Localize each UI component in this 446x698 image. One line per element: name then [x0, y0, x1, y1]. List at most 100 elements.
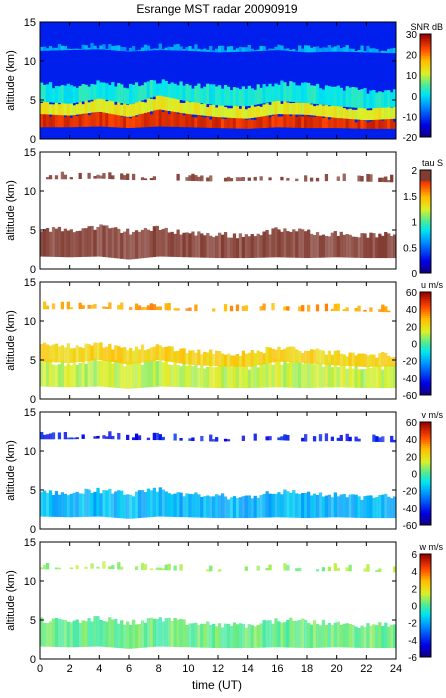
heatmap-cell: [203, 496, 207, 518]
heatmap-cell: [262, 361, 266, 388]
heatmap-cell: [315, 494, 320, 518]
heatmap-cell: [155, 344, 159, 361]
heatmap-cell: [304, 231, 308, 259]
heatmap-cell: [312, 349, 317, 364]
heatmap-cell: [134, 360, 139, 389]
colorbar-swatch: [420, 236, 431, 240]
heatmap-cell: [87, 102, 91, 114]
heatmap-cell: [63, 365, 67, 388]
heatmap-cell: [42, 359, 47, 387]
heatmap-cell: [250, 48, 254, 52]
heatmap-cell: [369, 110, 373, 121]
heatmap-cell: [117, 490, 121, 519]
heatmap-cell: [203, 86, 207, 104]
heatmap-cell: [348, 436, 352, 442]
heatmap-cell: [232, 496, 237, 519]
y-tick-label: 10: [24, 446, 36, 458]
colorbar-swatch: [420, 622, 431, 626]
heatmap-cell: [203, 623, 207, 648]
heatmap-cell: [93, 303, 97, 309]
heatmap-cell: [286, 178, 290, 181]
heatmap-cell: [99, 175, 103, 179]
colorbar-swatch: [420, 264, 431, 268]
colorbar-swatch: [420, 74, 431, 78]
colorbar-swatch: [420, 83, 431, 86]
heatmap-cell: [120, 302, 124, 310]
colorbar-swatch: [420, 174, 431, 177]
heatmap-cell: [295, 349, 299, 363]
heatmap-cell: [268, 104, 272, 116]
colorbar-swatch: [420, 81, 431, 84]
colorbar-swatch: [420, 522, 431, 526]
heatmap-cell: [140, 47, 145, 51]
heatmap-cell: [48, 359, 53, 387]
heatmap-cell: [182, 232, 186, 258]
colorbar-swatch: [420, 334, 431, 338]
heatmap-cell: [229, 625, 234, 649]
heatmap-cell: [137, 490, 142, 519]
heatmap-cell: [366, 122, 370, 129]
heatmap-cell: [54, 365, 59, 387]
colorbar-swatch: [420, 66, 431, 69]
heatmap-cell: [212, 353, 216, 367]
heatmap-cell: [140, 101, 145, 114]
heatmap-cell: [351, 109, 355, 120]
heatmap-cell: [283, 359, 287, 388]
heatmap-cell: [40, 431, 44, 440]
heatmap-cell: [146, 305, 151, 311]
heatmap-cell: [318, 349, 323, 365]
heatmap-cell: [345, 356, 349, 367]
colorbar-swatch: [420, 652, 431, 656]
colorbar-swatch: [420, 221, 431, 225]
heatmap-cell: [108, 302, 112, 310]
heatmap-cell: [105, 101, 109, 114]
heatmap-cell: [298, 306, 302, 312]
heatmap-cell: [206, 83, 210, 105]
heatmap-cell: [256, 49, 260, 52]
heatmap-cell: [375, 357, 379, 367]
y-axis-title: altitude (km): [5, 180, 17, 241]
colorbar-swatch: [420, 176, 431, 180]
colorbar-swatch: [420, 501, 431, 505]
heatmap-cell: [357, 106, 361, 120]
heatmap-cell: [223, 438, 228, 442]
heatmap-cell: [105, 306, 109, 309]
heatmap-cell: [60, 360, 65, 388]
heatmap-cell: [69, 437, 73, 440]
heatmap-cell: [324, 354, 329, 365]
heatmap-cell: [262, 84, 266, 104]
heatmap-cell: [283, 306, 287, 311]
heatmap-cell: [384, 353, 388, 367]
heatmap-cell: [51, 618, 56, 647]
heatmap-cell: [274, 83, 278, 102]
heatmap-cell: [372, 434, 376, 442]
heatmap-cell: [75, 491, 79, 518]
heatmap-cell: [182, 49, 186, 51]
heatmap-cell: [357, 50, 361, 53]
colorbar-tick-label: 60: [406, 288, 418, 299]
heatmap-cell: [342, 365, 346, 388]
heatmap-layer-2: [45, 171, 394, 183]
heatmap-cell: [167, 364, 171, 387]
heatmap-cell: [45, 492, 50, 517]
heatmap-cell: [197, 83, 201, 103]
heatmap-cell: [318, 363, 323, 388]
heatmap-cell: [336, 235, 340, 258]
heatmap-cell: [117, 45, 121, 51]
colorbar-swatch: [420, 210, 431, 214]
heatmap-cell: [378, 309, 382, 312]
heatmap-cell: [191, 366, 195, 388]
colorbar-swatch: [420, 330, 431, 334]
colorbar-swatch: [420, 631, 431, 634]
heatmap-cell: [244, 627, 248, 649]
heatmap-cell: [105, 490, 109, 518]
colorbar-swatch: [420, 584, 431, 587]
heatmap-cell: [292, 229, 296, 258]
heatmap-cell: [277, 437, 281, 441]
y-tick-label: 5: [30, 355, 36, 367]
heatmap-cell: [78, 48, 82, 50]
heatmap-cell: [57, 226, 62, 258]
heatmap-cell: [164, 618, 168, 647]
heatmap-cell: [143, 82, 148, 100]
colorbar-swatch: [420, 100, 431, 104]
